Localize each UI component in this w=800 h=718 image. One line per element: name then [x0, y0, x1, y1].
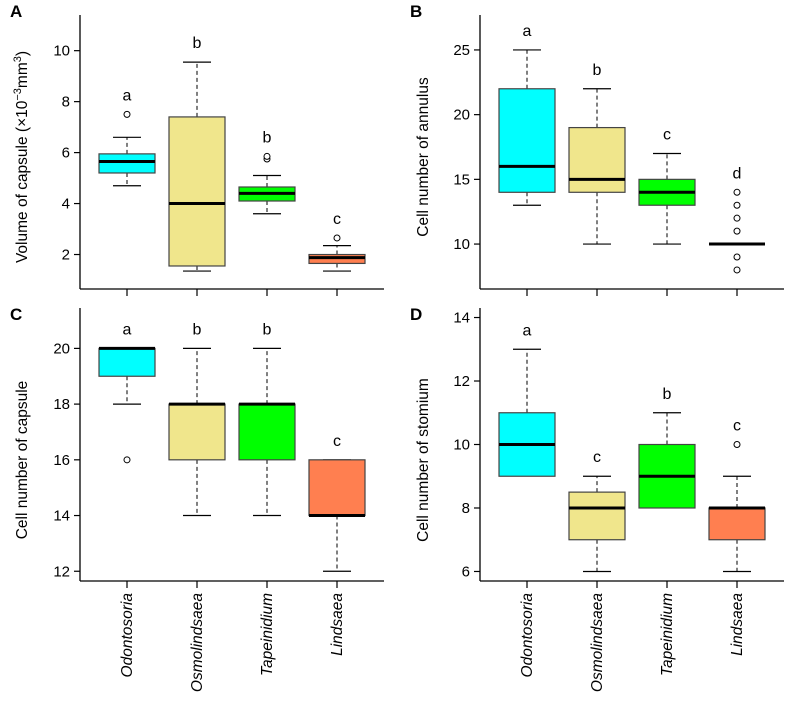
outlier-point [733, 227, 741, 235]
outlier-point [733, 214, 741, 222]
box-lindsaea: d [709, 165, 765, 296]
iqr-box [568, 491, 626, 541]
significance-letter: d [733, 165, 742, 182]
x-tick-label: Osmolindsaea [589, 593, 606, 692]
y-tick-label: 8 [62, 94, 70, 111]
box-lindsaea: c Lindsaea [308, 433, 366, 656]
panel-letter: D [410, 305, 422, 324]
outlier-point [123, 456, 131, 464]
y-tick-label: 12 [53, 563, 70, 580]
y-tick-label: 2 [62, 247, 70, 264]
significance-letter: b [193, 35, 202, 52]
outlier-point [123, 110, 131, 118]
outlier-point [333, 234, 341, 242]
outlier-point [733, 441, 741, 448]
iqr-box [308, 459, 366, 517]
significance-letter: a [123, 87, 132, 104]
panel-b: B 10 15 20 25 Cell number of annulus a b c d [410, 2, 784, 296]
iqr-box [708, 507, 766, 541]
box-osmolindsaea: c Osmolindsaea [568, 449, 626, 692]
y-tick-label: 25 [453, 42, 470, 59]
y-axis-label: Volume of capsule (×10−3mm3) [12, 51, 31, 263]
box-osmolindsaea: b [568, 62, 626, 296]
significance-letter: b [593, 62, 602, 79]
x-tick-label: Tapeinidium [259, 593, 276, 676]
y-tick-label: 4 [62, 196, 70, 213]
y-axis-label: Cell number of annulus [415, 77, 432, 237]
y-tick-label: 10 [53, 43, 70, 60]
panel-a: A 2 4 6 8 10 Volume of capsule (×10−3mm3) a b b c [10, 2, 384, 296]
y-tick-label: 10 [453, 437, 470, 454]
outlier-point [733, 253, 741, 261]
iqr-box [498, 88, 556, 193]
x-tick-label: Odontosoria [519, 593, 536, 678]
y-tick-label: 20 [453, 107, 470, 124]
significance-letter: a [523, 322, 532, 339]
y-tick-label: 14 [453, 310, 470, 327]
outlier-point [733, 188, 741, 196]
box-odontosoria: a Odontosoria [498, 322, 556, 678]
y-tick-label: 8 [462, 500, 470, 517]
significance-letter: c [333, 433, 341, 450]
panel-letter: A [10, 2, 22, 21]
panel-letter: B [410, 2, 422, 21]
significance-letter: c [593, 449, 601, 466]
y-tick-label: 6 [462, 563, 470, 580]
iqr-box [98, 153, 156, 174]
box-tapeinidium: b Tapeinidium [638, 386, 696, 676]
y-tick-label: 16 [53, 452, 70, 469]
x-tick-label: Odontosoria [119, 593, 136, 678]
outlier-point [733, 266, 741, 274]
significance-letter: a [523, 23, 532, 40]
y-tick-label: 14 [53, 508, 70, 525]
box-osmolindsaea: b Osmolindsaea [168, 321, 226, 692]
box-odontosoria: a [498, 23, 556, 296]
y-axis-label: Cell number of stomium [415, 378, 432, 542]
y-tick-label: 12 [453, 373, 470, 390]
significance-letter: c [733, 418, 741, 435]
iqr-box [98, 347, 156, 377]
box-lindsaea: c [308, 211, 366, 296]
significance-letter: c [663, 126, 671, 143]
box-osmolindsaea: b [168, 35, 226, 296]
y-tick-label: 10 [453, 236, 470, 253]
x-tick-label: Lindsaea [729, 593, 746, 656]
iqr-box [568, 126, 626, 193]
box-tapeinidium: b Tapeinidium [238, 321, 296, 676]
iqr-box [168, 403, 226, 461]
box-odontosoria: a Odontosoria [98, 321, 156, 678]
x-tick-label: Tapeinidium [659, 593, 676, 676]
y-tick-label: 18 [53, 396, 70, 413]
panel-d: D 6 8 10 12 14 Cell number of stomium a Odontoso… [410, 305, 784, 692]
outlier-point [263, 152, 271, 160]
significance-letter: a [123, 321, 132, 338]
panel-letter: C [10, 305, 22, 324]
significance-letter: b [263, 129, 272, 146]
significance-letter: c [333, 211, 341, 228]
panel-c: C 12 14 16 18 20 Cell number of capsule a Odonto… [10, 305, 384, 692]
box-tapeinidium: c [638, 126, 696, 296]
box-odontosoria: a [98, 87, 156, 296]
significance-letter: b [663, 386, 672, 403]
x-tick-label: Osmolindsaea [189, 593, 206, 692]
x-tick-label: Lindsaea [329, 593, 346, 656]
y-tick-label: 15 [453, 171, 470, 188]
y-axis-label: Cell number of capsule [14, 381, 31, 540]
iqr-box [238, 403, 296, 461]
box-lindsaea: c Lindsaea [708, 418, 766, 656]
box-tapeinidium: b [238, 129, 296, 296]
significance-letter: b [193, 321, 202, 338]
outlier-point [733, 201, 741, 209]
significance-letter: b [263, 321, 272, 338]
y-tick-label: 20 [53, 340, 70, 357]
y-tick-label: 6 [62, 145, 70, 162]
iqr-box [168, 116, 226, 267]
